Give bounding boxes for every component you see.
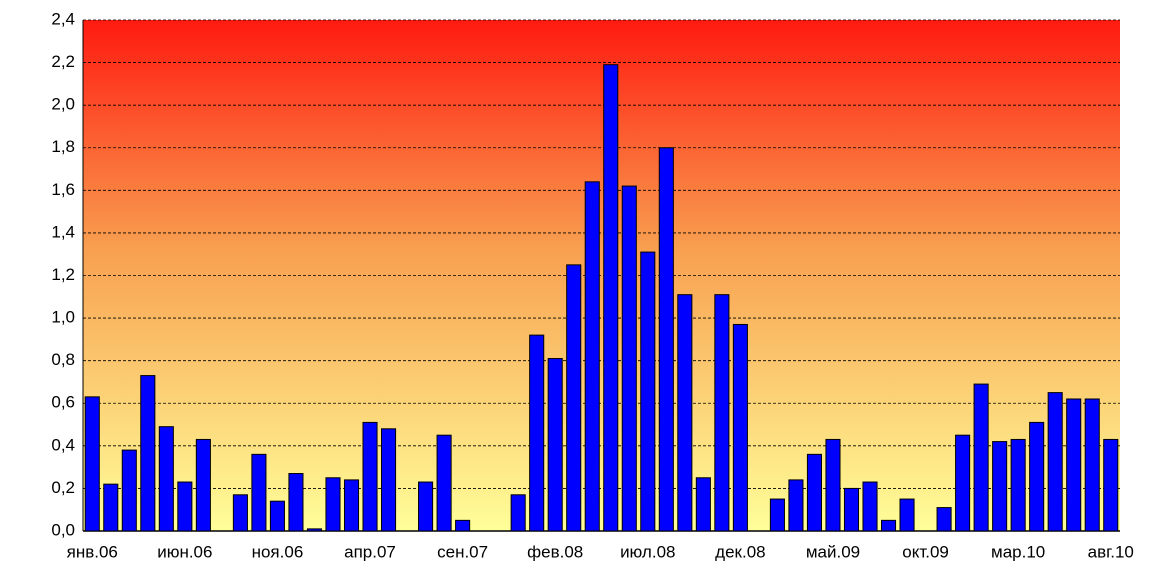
- bar: [788, 479, 804, 532]
- x-tick-label: мар.10: [991, 542, 1045, 561]
- bar: [640, 251, 656, 532]
- bar: [843, 487, 860, 532]
- x-tick-label: сен.07: [437, 542, 488, 561]
- bar: [677, 294, 693, 532]
- bar: [362, 421, 378, 532]
- x-tick-label: фев.08: [527, 542, 583, 561]
- bar: [84, 396, 100, 532]
- y-tick-label: 0,0: [51, 520, 75, 539]
- bar: [1103, 438, 1119, 532]
- x-tick-label: дек.08: [715, 542, 765, 561]
- y-tick-label: 1,8: [51, 137, 75, 156]
- bar: [195, 438, 211, 532]
- bar: [510, 494, 526, 532]
- y-tick-label: 1,0: [51, 308, 75, 327]
- bar: [177, 481, 193, 532]
- y-tick-label: 0,8: [51, 350, 75, 369]
- bar: [973, 383, 989, 532]
- bar: [732, 323, 748, 532]
- bar: [103, 483, 119, 532]
- bar: [455, 519, 471, 532]
- y-tick-label: 0,2: [51, 478, 75, 497]
- bar: [325, 477, 341, 532]
- bar: [825, 438, 841, 532]
- bar: [381, 428, 397, 532]
- bar: [1047, 392, 1063, 532]
- bar: [862, 481, 878, 532]
- bar: [584, 181, 600, 532]
- x-tick-label: окт.09: [902, 542, 949, 561]
- x-tick-label: апр.07: [344, 542, 396, 561]
- y-tick-label: 1,2: [51, 265, 75, 284]
- bar: [140, 375, 156, 532]
- bar: [1010, 438, 1026, 532]
- x-tick-label: ноя.06: [252, 542, 304, 561]
- bar: [880, 519, 897, 532]
- bar: [251, 453, 267, 532]
- bar: [269, 500, 285, 532]
- y-tick-label: 2,4: [51, 9, 75, 28]
- bar: [769, 498, 785, 532]
- bar: [1029, 421, 1045, 532]
- y-tick-label: 1,4: [51, 222, 75, 241]
- bar: [288, 473, 304, 532]
- bar: [714, 294, 730, 532]
- y-tick-label: 1,6: [51, 180, 75, 199]
- bar: [806, 453, 822, 532]
- bar: [232, 494, 248, 532]
- bar: [603, 64, 619, 532]
- bar: [436, 434, 452, 532]
- y-tick-label: 0,4: [51, 435, 75, 454]
- bar: [621, 185, 637, 532]
- bar: [547, 358, 563, 532]
- y-tick-label: 0,6: [51, 393, 75, 412]
- bar: [695, 477, 711, 532]
- bar: [343, 479, 360, 532]
- x-tick-label: июн.06: [157, 542, 212, 561]
- bar: [121, 449, 137, 532]
- bar: [566, 264, 582, 532]
- bar: [899, 498, 915, 532]
- bar: [992, 441, 1008, 532]
- x-tick-label: авг.10: [1088, 542, 1134, 561]
- bar: [1084, 398, 1100, 532]
- x-tick-label: янв.06: [67, 542, 118, 561]
- bar: [158, 426, 174, 532]
- bar: [955, 434, 971, 532]
- bar: [936, 507, 952, 532]
- bar: [529, 334, 545, 532]
- bar: [658, 147, 674, 532]
- y-tick-label: 2,2: [51, 52, 75, 71]
- bar: [306, 528, 323, 532]
- x-tick-label: июл.08: [620, 542, 675, 561]
- bar: [418, 481, 434, 532]
- y-tick-label: 2,0: [51, 95, 75, 114]
- bar: [1066, 398, 1082, 532]
- x-tick-label: май.09: [806, 542, 860, 561]
